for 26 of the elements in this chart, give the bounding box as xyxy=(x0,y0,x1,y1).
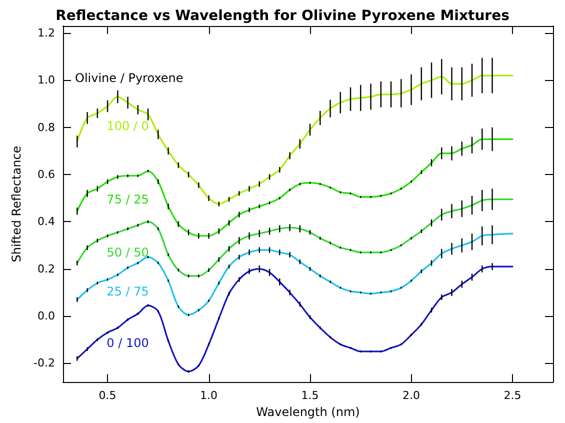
line-series xyxy=(76,138,514,237)
series-label: 50 / 50 xyxy=(106,245,149,260)
x-axis-title: Wavelength (nm) xyxy=(256,405,360,419)
series-label: 100 / 0 xyxy=(106,119,149,134)
x-tick-label: 0.5 xyxy=(98,389,116,402)
y-axis-title: Shifted Reflectance xyxy=(10,146,24,262)
series-label: 75 / 25 xyxy=(106,192,149,206)
y-tick-label: 0.2 xyxy=(38,262,55,276)
y-tick-label: 1.2 xyxy=(38,26,55,40)
series-label: 25 / 75 xyxy=(106,284,149,298)
y-tick-label: 0.4 xyxy=(38,215,55,228)
y-tick-label: 0.8 xyxy=(38,120,55,134)
chart-title: Reflectance vs Wavelength for Olivine Pyroxene Mixtures xyxy=(56,8,510,24)
x-tick-label: 2.0 xyxy=(402,389,420,402)
y-tick-label: 1.0 xyxy=(38,74,55,87)
x-tick-label: 2.5 xyxy=(504,389,522,402)
legend-title: Olivine / Pyroxene xyxy=(75,71,184,85)
line-series xyxy=(76,266,514,372)
series-label: 0 / 100 xyxy=(106,336,149,350)
x-tick-label: 1.0 xyxy=(200,389,218,402)
x-tick-label: 1.5 xyxy=(301,389,319,402)
line-series xyxy=(76,232,514,316)
y-tick-label: 0.0 xyxy=(38,310,55,323)
line-series xyxy=(76,74,514,205)
y-tick-label: -0.2 xyxy=(34,356,55,370)
y-tick-label: 0.6 xyxy=(38,168,55,182)
